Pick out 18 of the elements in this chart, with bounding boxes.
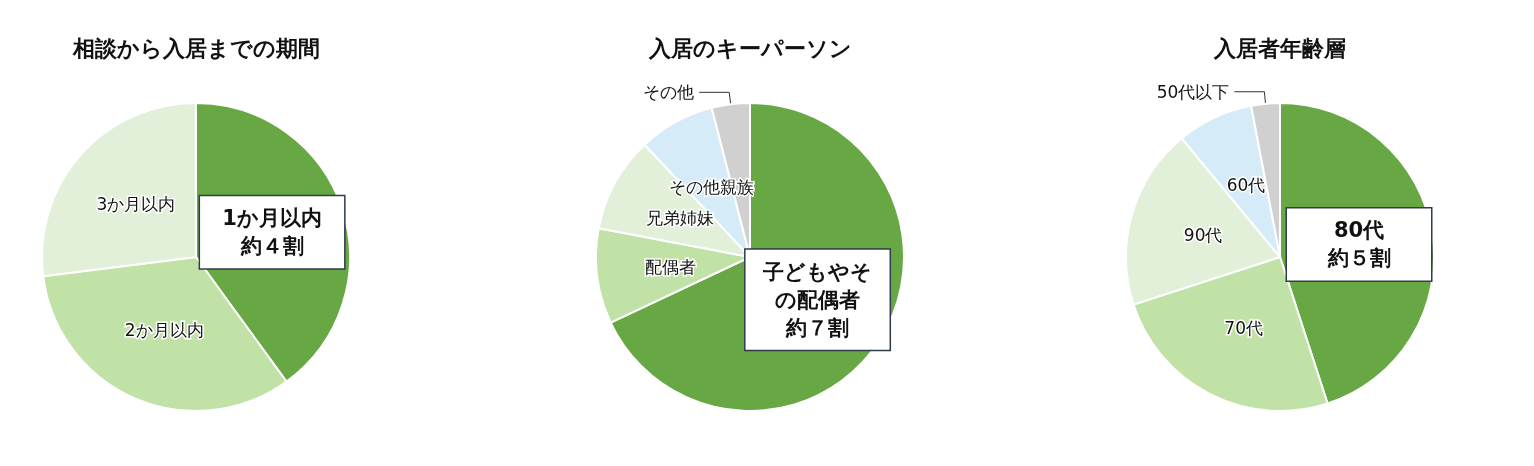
chart-title: 相談から入居までの期間 bbox=[71, 35, 320, 61]
data-label: 約５割 bbox=[1326, 246, 1391, 271]
data-label: 約７割 bbox=[785, 315, 850, 340]
slice-label: 1か月以内 bbox=[222, 206, 322, 231]
slice-label: 3か月以内 bbox=[96, 194, 176, 215]
slice-label: 90代 bbox=[1183, 224, 1223, 245]
slice-label: 2か月以内 bbox=[124, 320, 204, 341]
chart-title: 入居のキーパーソン bbox=[647, 35, 852, 61]
slice-label: 子どもやその配偶者 bbox=[762, 259, 873, 312]
slice-label: 70代 bbox=[1224, 318, 1263, 339]
slice-label: 60代 bbox=[1226, 174, 1266, 195]
slice-label: 配偶者 bbox=[645, 257, 697, 278]
slice-label: 80代 bbox=[1333, 218, 1385, 243]
slice-label: 50代以下 bbox=[1156, 81, 1230, 102]
slice-label: その他 bbox=[643, 82, 695, 103]
slice-label: 兄弟姉妹 bbox=[645, 208, 714, 229]
data-label: 約４割 bbox=[239, 234, 304, 259]
chart-title: 入居者年齢層 bbox=[1213, 35, 1346, 61]
